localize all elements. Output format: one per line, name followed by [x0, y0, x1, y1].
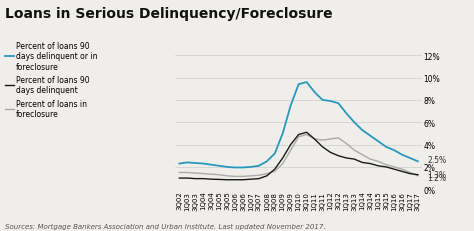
Text: Sources: Mortgage Bankers Association and Urban Institute. Last updated November: Sources: Mortgage Bankers Association an…	[5, 223, 325, 229]
Text: 2.5%: 2.5%	[428, 155, 447, 164]
Text: 1.3%: 1.3%	[428, 170, 447, 179]
Text: 1.2%: 1.2%	[428, 173, 447, 182]
Text: Loans in Serious Delinquency/Foreclosure: Loans in Serious Delinquency/Foreclosure	[5, 7, 332, 21]
Legend: Percent of loans 90
days delinquent or in
foreclosure, Percent of loans 90
days : Percent of loans 90 days delinquent or i…	[4, 41, 98, 120]
